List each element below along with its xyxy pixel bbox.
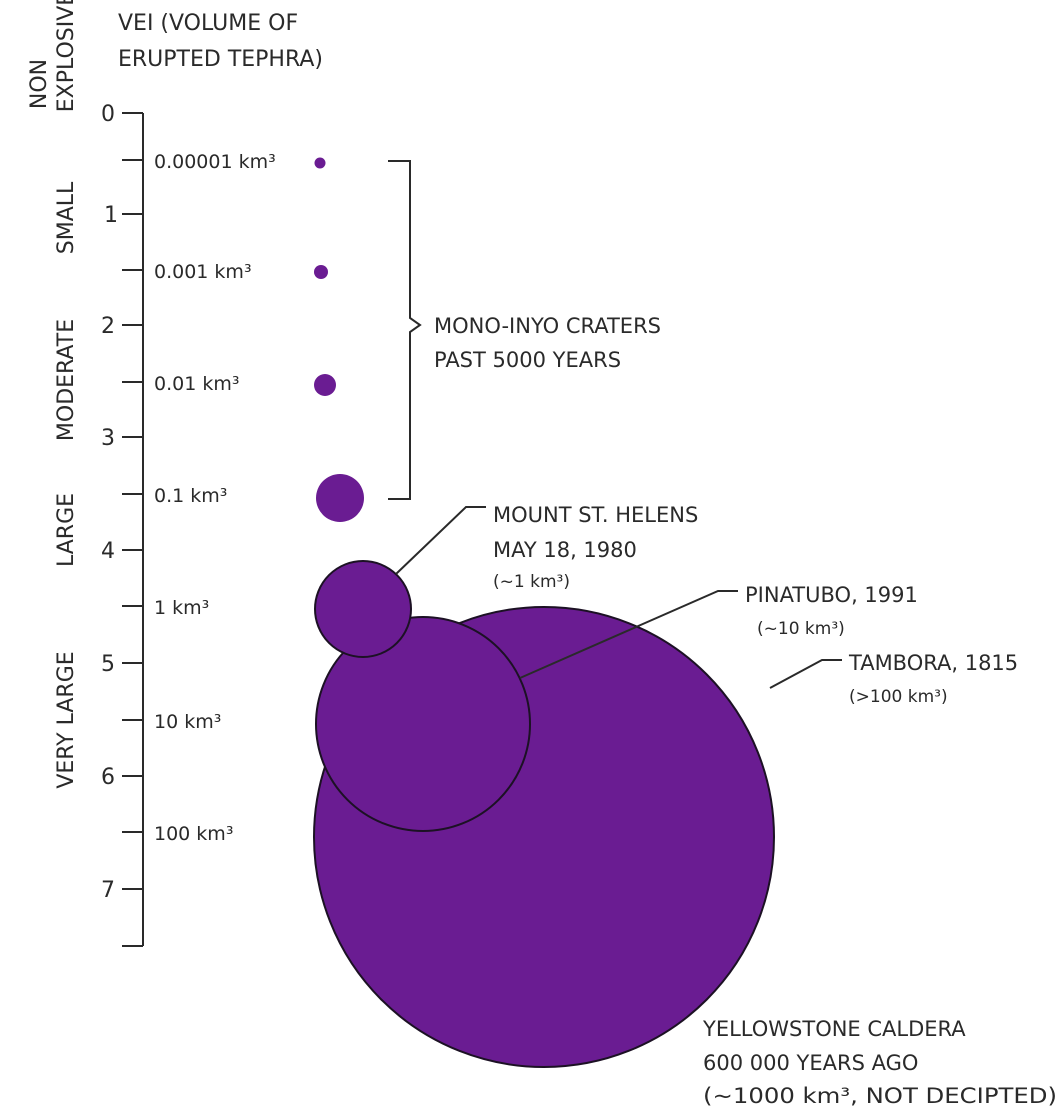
- category-small: SMALL: [54, 181, 79, 254]
- category-large: LARGE: [54, 493, 79, 567]
- category-explosive: EXPLOSIVE: [54, 0, 79, 112]
- yellowstone-volume: (~1000 km³, NOT DECIPTED): [703, 1084, 1057, 1108]
- bubble-vei-2-5: [314, 374, 336, 396]
- tambora-volume: (>100 km³): [849, 687, 948, 707]
- volume-label-0: 0.00001 km³: [154, 151, 276, 173]
- category-non: NON: [27, 59, 52, 109]
- volume-label-6: 100 km³: [154, 823, 233, 845]
- pinatubo-leader: [519, 590, 738, 679]
- mono-inyo-label-line-1: MONO-INYO CRATERS: [434, 314, 661, 338]
- tick-label-2: 2: [101, 314, 115, 339]
- st-helens-name: MOUNT ST. HELENS: [493, 503, 698, 527]
- bubble-pinatubo: [315, 616, 531, 832]
- bubble-vei-0-5: [314, 157, 326, 169]
- tick-label-1: 1: [104, 203, 118, 228]
- bubble-st-helens: [314, 560, 412, 658]
- volume-label-1: 0.001 km³: [154, 261, 252, 283]
- bubble-vei-1-5: [314, 265, 328, 279]
- st-helens-leader: [395, 506, 486, 575]
- heading-line-2: ERUPTED TEPHRA): [118, 47, 323, 72]
- volume-label-5: 10 km³: [154, 711, 221, 733]
- yellowstone-name: YELLOWSTONE CALDERA: [702, 1017, 966, 1041]
- tick-label-3: 3: [101, 426, 115, 451]
- st-helens-date: MAY 18, 1980: [493, 538, 637, 562]
- st-helens-volume: (~1 km³): [493, 572, 570, 592]
- bubble-vei-3-5: [316, 474, 364, 522]
- tambora-name: TAMBORA, 1815: [848, 651, 1018, 675]
- heading-line-1: VEI (VOLUME OF: [118, 11, 298, 36]
- category-moderate: MODERATE: [54, 319, 79, 441]
- tambora-leader: [769, 659, 842, 689]
- mono-inyo-label-line-2: PAST 5000 YEARS: [434, 348, 621, 372]
- tick-label-0: 0: [101, 102, 115, 127]
- tick-label-7: 7: [101, 878, 115, 903]
- mono-inyo-bracket: [388, 160, 422, 500]
- pinatubo-name: PINATUBO, 1991: [745, 583, 918, 607]
- tick-label-4: 4: [101, 539, 115, 564]
- tick-label-5: 5: [101, 652, 115, 677]
- volume-label-2: 0.01 km³: [154, 373, 239, 395]
- yellowstone-date: 600 000 YEARS AGO: [703, 1051, 918, 1075]
- volume-label-4: 1 km³: [154, 597, 209, 619]
- vei-scale-axis: [122, 112, 144, 947]
- pinatubo-volume: (~10 km³): [757, 619, 845, 639]
- tick-label-6: 6: [101, 765, 115, 790]
- category-very-large: VERY LARGE: [54, 651, 79, 788]
- volume-label-3: 0.1 km³: [154, 485, 227, 507]
